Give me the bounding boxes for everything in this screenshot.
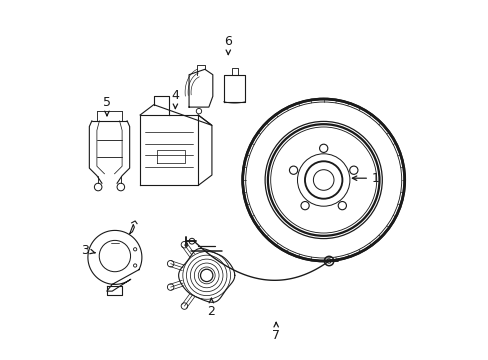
Text: 7: 7: [272, 323, 280, 342]
Text: 5: 5: [103, 96, 111, 116]
Text: 4: 4: [171, 89, 179, 108]
Text: 6: 6: [224, 35, 232, 54]
Text: 3: 3: [81, 244, 95, 257]
Bar: [72, 108, 147, 191]
Text: 2: 2: [207, 298, 215, 318]
Circle shape: [177, 246, 236, 305]
Bar: [137, 107, 211, 173]
Circle shape: [242, 99, 404, 261]
Text: 1: 1: [352, 172, 379, 185]
